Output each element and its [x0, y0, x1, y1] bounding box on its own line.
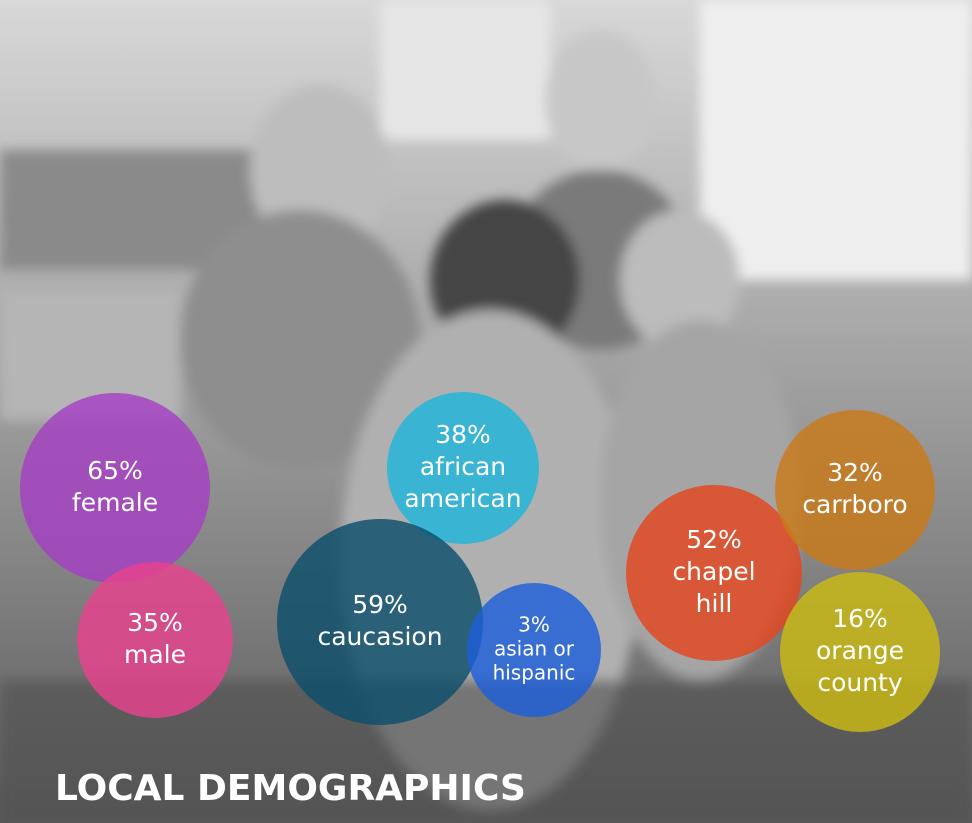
- bubble-label: hill: [696, 589, 733, 618]
- bubble: 35% male: [77, 562, 233, 718]
- bubble-label: county: [817, 668, 903, 697]
- bubble: 38% african american: [387, 392, 539, 544]
- bubble-label: chapel: [672, 557, 755, 586]
- title: LOCAL DEMOGRAPHICS: [55, 768, 526, 809]
- bubble-label: orange: [816, 636, 904, 665]
- bubble-label: american: [404, 484, 521, 513]
- bubble-label: female: [72, 488, 158, 517]
- bubble: 65% female: [20, 393, 210, 583]
- bubble-value: 32%: [827, 458, 883, 487]
- bubble-label: hispanic: [493, 661, 576, 685]
- bubble-value: 38%: [435, 420, 491, 449]
- bubble: 32% carrboro: [775, 410, 935, 570]
- bubble-value: 59%: [352, 590, 408, 619]
- bubble-label: african: [420, 452, 506, 481]
- bubble: 52% chapel hill: [626, 485, 802, 661]
- bubble: 59% caucasion: [277, 519, 483, 725]
- page: 65% female 35% male 38% african american 59% cau…: [0, 0, 972, 823]
- bubble-value: 35%: [127, 608, 183, 637]
- bubble-label: asian or: [494, 637, 575, 661]
- bubble-label: caucasion: [317, 622, 442, 651]
- bubble-value: 3%: [518, 613, 550, 637]
- bubble-value: 65%: [87, 456, 143, 485]
- bubble-value: 16%: [832, 604, 888, 633]
- infographic: 65% female 35% male 38% african american 59% cau…: [0, 0, 972, 823]
- bubble-label: carrboro: [802, 490, 907, 519]
- bubble: 16% orange county: [780, 572, 940, 732]
- bubble-value: 52%: [686, 525, 742, 554]
- bubble-label: male: [124, 640, 186, 669]
